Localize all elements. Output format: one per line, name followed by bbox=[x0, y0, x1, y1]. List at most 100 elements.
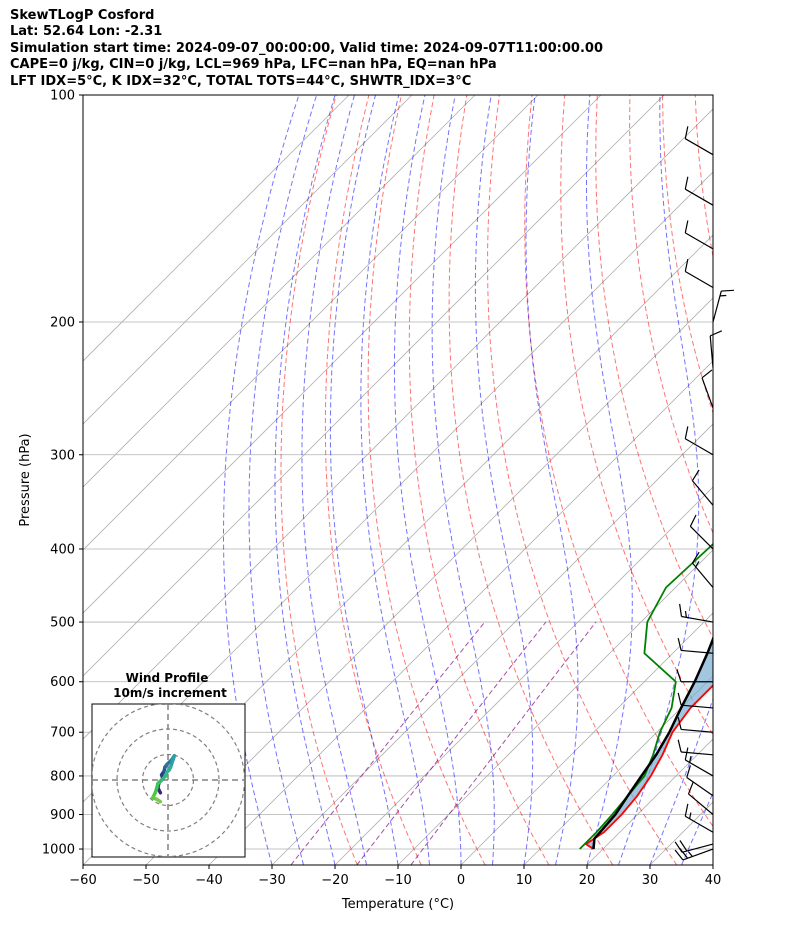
wind-barb bbox=[677, 716, 714, 733]
moist-adiabat-line bbox=[329, 95, 399, 865]
dry-adiabat-line bbox=[448, 95, 614, 865]
isotherm-line bbox=[83, 95, 602, 614]
wind-barb bbox=[684, 220, 714, 250]
y-tick-label: 400 bbox=[50, 542, 75, 557]
barb-staff bbox=[684, 438, 714, 456]
y-tick-label: 100 bbox=[50, 89, 75, 104]
barb-flag bbox=[691, 469, 700, 482]
barb-staff bbox=[684, 270, 714, 289]
barb-flag bbox=[684, 258, 689, 272]
wind-barb bbox=[691, 551, 714, 588]
wind-barb bbox=[701, 369, 714, 409]
barb-flag bbox=[676, 669, 682, 682]
dry-adiabat-line bbox=[662, 95, 713, 415]
wind-barb bbox=[684, 126, 714, 156]
isotherm-line bbox=[83, 95, 413, 425]
x-tick-label: 10 bbox=[516, 873, 533, 888]
barb-flag bbox=[684, 747, 689, 761]
barb-staff bbox=[688, 793, 714, 815]
barb-staff bbox=[691, 480, 714, 506]
moist-adiabat-line bbox=[223, 95, 300, 865]
barb-flag bbox=[684, 803, 689, 817]
wind-barb bbox=[684, 426, 714, 456]
barb-flag bbox=[689, 514, 697, 527]
barb-flag bbox=[679, 840, 688, 852]
barb-half-flag bbox=[684, 611, 688, 618]
isotherm-line bbox=[271, 423, 713, 865]
x-tick-label: −50 bbox=[132, 873, 159, 888]
wind-barb bbox=[684, 803, 714, 833]
barb-flag bbox=[674, 841, 683, 853]
mixing-ratio-line bbox=[290, 621, 486, 865]
dry-adiabat-line bbox=[324, 95, 422, 865]
moist-adiabat-line bbox=[649, 697, 713, 865]
dry-adiabat-line bbox=[280, 95, 358, 865]
axes: −60 −50 −40 −30 −20 −10 0 10 20 30 40 1000 900 800 700… bbox=[42, 89, 721, 889]
barb-staff bbox=[681, 751, 714, 756]
barb-staff bbox=[709, 335, 714, 368]
dry-adiabat-line bbox=[367, 95, 486, 865]
wind-barb bbox=[677, 638, 714, 654]
y-tick-label: 500 bbox=[50, 616, 75, 631]
wind-barb bbox=[674, 840, 714, 853]
barb-half-flag bbox=[695, 561, 700, 568]
dry-adiabat-line bbox=[760, 95, 794, 865]
isotherm-line bbox=[334, 486, 713, 865]
barb-half-flag bbox=[689, 756, 692, 763]
indices-line-1: CAPE=0 j/kg, CIN=0 j/kg, LCL=969 hPa, LF… bbox=[10, 57, 497, 73]
barb-staff bbox=[682, 848, 714, 861]
hodograph-segment bbox=[168, 754, 177, 769]
y-tick-label: 800 bbox=[50, 769, 75, 784]
isotherm-line bbox=[83, 95, 539, 551]
x-tick-label: −20 bbox=[321, 873, 348, 888]
barb-half-flag bbox=[687, 851, 693, 857]
moist-adiabat-line bbox=[248, 95, 318, 865]
isotherm-line bbox=[712, 864, 713, 865]
dry-adiabat-line bbox=[728, 95, 794, 865]
barb-flag bbox=[709, 330, 723, 337]
wind-barb bbox=[686, 765, 714, 797]
y-tick-label: 900 bbox=[50, 808, 75, 823]
y-tick-label: 1000 bbox=[42, 843, 75, 858]
moist-adiabat-line bbox=[431, 95, 495, 865]
dry-adiabat-line bbox=[487, 95, 678, 865]
wind-barb bbox=[684, 258, 714, 289]
x-tick-label: 20 bbox=[579, 873, 596, 888]
hodograph-segment bbox=[154, 797, 163, 804]
isotherm-line bbox=[523, 675, 713, 865]
y-tick-label: 700 bbox=[50, 726, 75, 741]
dry-adiabat-line bbox=[595, 95, 713, 639]
location-line: Lat: 52.64 Lon: -2.31 bbox=[10, 24, 163, 40]
barb-staff bbox=[689, 525, 714, 550]
x-tick-label: −60 bbox=[69, 873, 96, 888]
isotherm-line bbox=[586, 738, 713, 865]
barb-flag bbox=[677, 692, 682, 706]
barb-staff bbox=[684, 815, 714, 833]
barb-staff bbox=[684, 138, 714, 156]
times-line: Simulation start time: 2024-09-07_00:00:… bbox=[10, 40, 603, 56]
barb-flag bbox=[691, 551, 700, 564]
barb-staff bbox=[712, 290, 722, 323]
barb-staff bbox=[701, 377, 714, 409]
wind-barb bbox=[684, 176, 714, 206]
barb-flag bbox=[686, 765, 691, 778]
wind-barb bbox=[689, 514, 714, 550]
x-axis-label: Temperature (°C) bbox=[341, 897, 454, 912]
moist-adiabat-line bbox=[586, 95, 633, 865]
mixing-ratio-line bbox=[356, 621, 547, 865]
moist-adiabat-line bbox=[274, 95, 336, 865]
barb-staff bbox=[681, 728, 714, 733]
moist-adiabat-line bbox=[681, 791, 713, 865]
barb-staff bbox=[686, 776, 714, 797]
wind-barb bbox=[691, 469, 714, 506]
hodograph-title: Wind Profile bbox=[126, 671, 209, 685]
sounding-profiles bbox=[579, 542, 713, 850]
x-tick-label: 40 bbox=[705, 873, 722, 888]
barb-staff bbox=[691, 562, 714, 588]
x-tick-label: 0 bbox=[457, 873, 465, 888]
wind-barb bbox=[684, 747, 714, 777]
barb-staff bbox=[681, 704, 714, 709]
indices-line-2: LFT IDX=5°C, K IDX=32°C, TOTAL TOTS=44°C… bbox=[10, 73, 472, 89]
temperature-line bbox=[584, 684, 713, 850]
barb-staff bbox=[684, 188, 714, 206]
